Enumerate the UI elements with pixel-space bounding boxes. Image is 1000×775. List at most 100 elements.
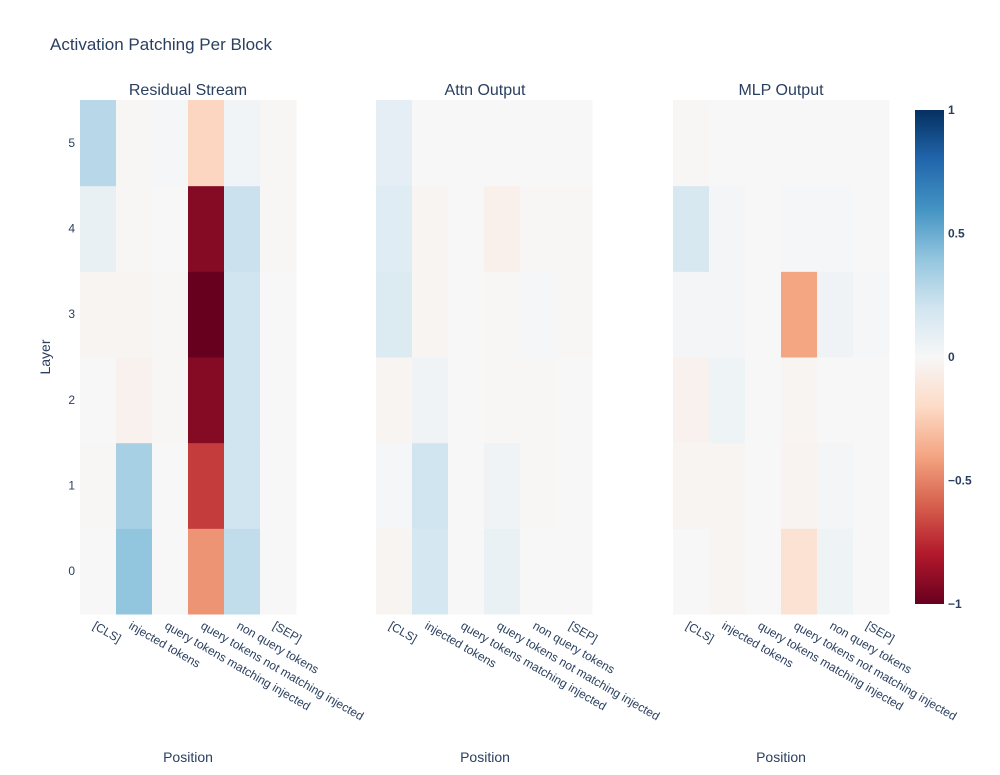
heatmap-cell-attn xyxy=(520,357,557,444)
heatmap-cell-attn xyxy=(448,185,485,272)
heatmap-cell-mlp xyxy=(709,185,746,272)
heatmap-cell-mlp xyxy=(817,357,854,444)
heatmap-cell-attn xyxy=(412,185,449,272)
heatmap-cell-residual xyxy=(116,185,153,272)
heatmap-cell-mlp xyxy=(853,271,890,358)
colorbar-tick-label: 0.5 xyxy=(948,227,965,241)
heatmap-cell-residual xyxy=(224,271,261,358)
heatmap-cell-mlp xyxy=(745,442,782,529)
heatmap-cell-mlp xyxy=(673,442,710,529)
heatmap-cell-residual xyxy=(152,185,189,272)
y-tick-label: 3 xyxy=(68,307,75,321)
colorbar xyxy=(915,110,944,604)
heatmap-cell-residual xyxy=(152,100,189,187)
heatmap-cell-mlp xyxy=(853,528,890,615)
heatmap-cell-mlp xyxy=(853,442,890,529)
x-axis-label-residual: Position xyxy=(163,749,213,765)
heatmap-cell-attn xyxy=(412,271,449,358)
heatmap-cell-residual xyxy=(116,528,153,615)
y-axis-label: Layer xyxy=(37,339,53,374)
colorbar-tick-label: 0 xyxy=(948,350,955,364)
heatmap-cell-attn xyxy=(448,100,485,187)
heatmap-cell-residual xyxy=(80,442,117,529)
heatmap-cell-attn xyxy=(556,442,593,529)
heatmap-cell-mlp xyxy=(673,185,710,272)
heatmap-cell-residual xyxy=(224,100,261,187)
colorbar-tick-label: −1 xyxy=(948,597,962,611)
heatmap-cell-mlp xyxy=(853,185,890,272)
heatmap-cell-attn xyxy=(484,185,521,272)
heatmap-cell-attn xyxy=(376,442,413,529)
heatmap-cell-mlp xyxy=(745,528,782,615)
subplot-title-residual-stream: Residual Stream xyxy=(129,82,247,99)
heatmap-cell-attn xyxy=(556,271,593,358)
heatmap-cell-residual xyxy=(188,271,225,358)
heatmap-cell-residual xyxy=(80,271,117,358)
heatmap-cell-mlp xyxy=(745,185,782,272)
heatmap-cell-mlp xyxy=(709,442,746,529)
colorbar-ticks: 1 0.5 0 −0.5 −1 xyxy=(948,103,972,611)
heatmap-cell-attn xyxy=(556,185,593,272)
y-tick-label: 5 xyxy=(68,136,75,150)
heatmap-cells xyxy=(80,100,890,615)
x-tick-label: [CLS] xyxy=(387,618,420,645)
heatmap-cell-attn xyxy=(484,528,521,615)
heatmap-cell-residual xyxy=(116,100,153,187)
y-tick-label: 1 xyxy=(68,479,75,493)
heatmap-cell-residual xyxy=(188,528,225,615)
heatmap-cell-attn xyxy=(520,271,557,358)
heatmap-cell-mlp xyxy=(817,271,854,358)
heatmap-cell-mlp xyxy=(781,357,818,444)
heatmap-cell-attn xyxy=(556,100,593,187)
y-axis-ticks: 0 1 2 3 4 5 xyxy=(68,136,75,578)
heatmap-cell-attn xyxy=(520,100,557,187)
heatmap-cell-mlp xyxy=(853,100,890,187)
subplot-title-mlp-output: MLP Output xyxy=(738,82,824,99)
heatmap-cell-attn xyxy=(376,100,413,187)
heatmap-cell-residual xyxy=(116,271,153,358)
heatmap-cell-attn xyxy=(448,442,485,529)
heatmap-cell-residual xyxy=(116,442,153,529)
heatmap-cell-attn xyxy=(376,185,413,272)
heatmap-cell-mlp xyxy=(673,528,710,615)
heatmap-cell-attn xyxy=(556,357,593,444)
subplot-title-attn-output: Attn Output xyxy=(445,82,526,99)
heatmap-cell-attn xyxy=(412,100,449,187)
heatmap-cell-mlp xyxy=(709,100,746,187)
x-axis-label-mlp: Position xyxy=(756,749,806,765)
y-tick-label: 4 xyxy=(68,222,75,236)
heatmap-cell-attn xyxy=(448,528,485,615)
heatmap-cell-residual xyxy=(224,442,261,529)
heatmap-cell-mlp xyxy=(781,185,818,272)
heatmap-cell-residual xyxy=(260,271,297,358)
heatmap-cell-residual xyxy=(260,442,297,529)
heatmap-cell-mlp xyxy=(745,271,782,358)
heatmap-cell-attn xyxy=(412,442,449,529)
y-tick-label: 2 xyxy=(68,393,75,407)
heatmap-cell-residual xyxy=(188,357,225,444)
heatmap-cell-attn xyxy=(412,528,449,615)
heatmap-cell-attn xyxy=(448,357,485,444)
heatmap-cell-residual xyxy=(260,100,297,187)
colorbar-tick-label: −0.5 xyxy=(948,474,972,488)
heatmap-cell-residual xyxy=(224,185,261,272)
heatmap-cell-residual xyxy=(260,357,297,444)
heatmap-cell-mlp xyxy=(709,528,746,615)
heatmap-cell-attn xyxy=(484,100,521,187)
heatmap-cell-attn xyxy=(448,271,485,358)
heatmap-cell-residual xyxy=(80,100,117,187)
heatmap-cell-mlp xyxy=(781,442,818,529)
heatmap-cell-mlp xyxy=(673,100,710,187)
y-tick-label: 0 xyxy=(68,564,75,578)
heatmap-cell-residual xyxy=(116,357,153,444)
heatmap-cell-residual xyxy=(188,100,225,187)
heatmap-cell-mlp xyxy=(817,442,854,529)
x-tick-label: [CLS] xyxy=(91,618,124,645)
heatmap-cell-attn xyxy=(484,271,521,358)
heatmap-cell-residual xyxy=(80,528,117,615)
heatmap-cell-attn xyxy=(376,271,413,358)
x-axis-label-attn: Position xyxy=(460,749,510,765)
heatmap-cell-attn xyxy=(556,528,593,615)
heatmap-cell-mlp xyxy=(709,357,746,444)
